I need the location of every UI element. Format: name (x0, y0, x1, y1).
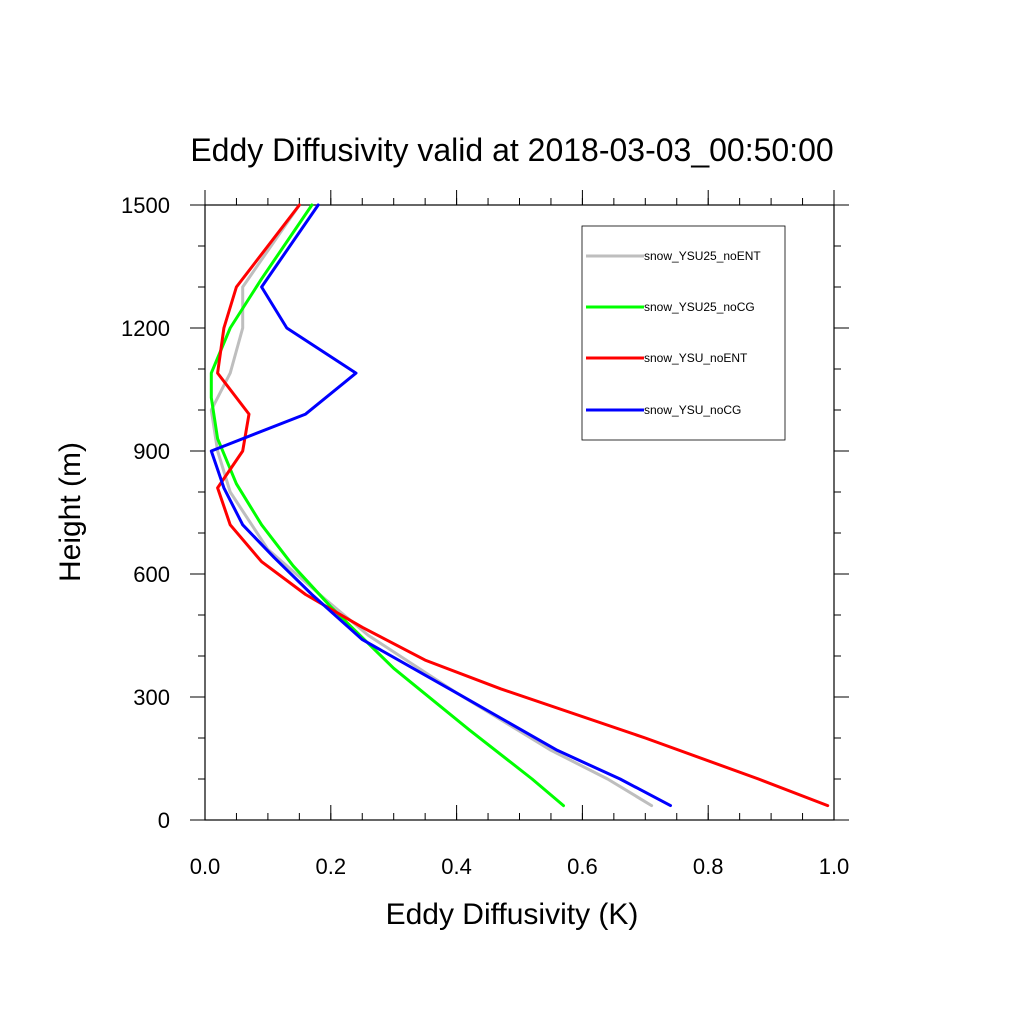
legend: snow_YSU25_noENT snow_YSU25_noCG snow_YSU_… (581, 225, 786, 441)
legend-label-snow_YSU_noENT: snow_YSU_noENT (644, 351, 748, 365)
series-line-snow_YSU_noCG (209, 203, 672, 808)
x-axis-label: Eddy Diffusivity (K) (386, 898, 639, 931)
y-tick-label: 600 (133, 562, 170, 587)
major-ticks (190, 190, 849, 821)
x-tick-label: 1.0 (819, 854, 850, 879)
x-tick-labels: 0.0 0.2 0.4 0.6 0.8 1.0 (190, 854, 850, 879)
legend-box (581, 225, 786, 441)
series-line-snow_YSU25_noENT (209, 203, 654, 808)
plot-area (190, 190, 849, 821)
x-tick-label: 0.6 (567, 854, 598, 879)
series-line-snow_YSU25_noCG (209, 203, 565, 808)
y-tick-label: 900 (133, 439, 170, 464)
y-axis-label: Height (m) (54, 442, 87, 582)
series-lines (209, 203, 830, 808)
y-tick-label: 1200 (121, 316, 170, 341)
y-tick-label: 300 (133, 685, 170, 710)
series-line-snow_YSU_noENT (216, 203, 830, 808)
x-tick-label: 0.8 (693, 854, 724, 879)
legend-label-snow_YSU25_noCG: snow_YSU25_noCG (644, 300, 755, 314)
legend-label-snow_YSU25_noENT: snow_YSU25_noENT (644, 249, 761, 263)
y-tick-label: 0 (158, 808, 170, 833)
x-tick-label: 0.4 (441, 854, 472, 879)
legend-label-snow_YSU_noCG: snow_YSU_noCG (644, 403, 741, 417)
y-tick-labels: 0 300 600 900 1200 1500 (121, 193, 170, 833)
chart-title: Eddy Diffusivity valid at 2018-03-03_00:… (190, 132, 833, 168)
y-tick-label: 1500 (121, 193, 170, 218)
x-tick-label: 0.0 (190, 854, 221, 879)
x-tick-label: 0.2 (316, 854, 347, 879)
